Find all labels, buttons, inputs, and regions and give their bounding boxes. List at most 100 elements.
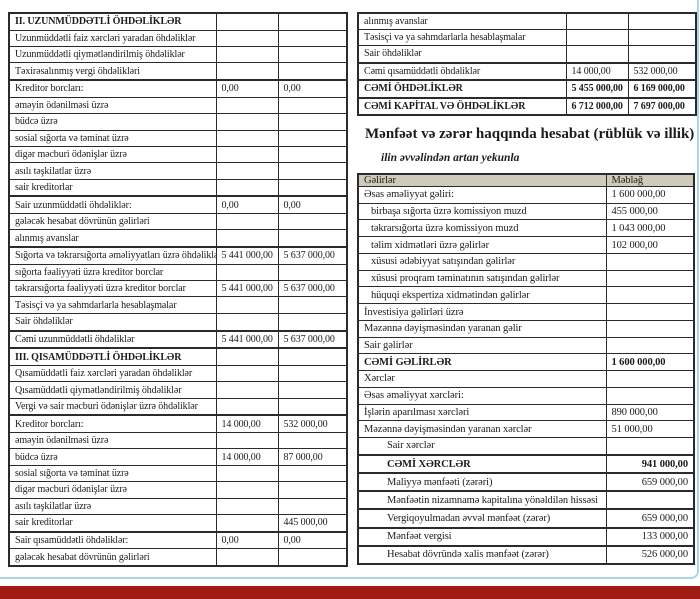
row-label: Kreditor borcları:	[8, 414, 217, 433]
value-period-start	[215, 381, 279, 399]
row-amount: 941 000,00	[605, 453, 695, 474]
row-label: Sair öhdəliklər	[357, 45, 567, 64]
value-period-start: 0,00	[215, 79, 279, 98]
row-amount: 455 000,00	[605, 202, 695, 221]
row-label: sair kreditorlar	[8, 178, 217, 197]
row-label: alınmış avanslar	[357, 12, 567, 31]
row-label: Təxirəsalınmış vergi öhdəlikləri	[8, 62, 217, 81]
row-label: sığorta fəaliyyəti üzrə kreditor borclar	[8, 263, 217, 282]
row-label: Kreditor borcları:	[8, 79, 217, 98]
value-period-end: 0,00	[277, 195, 348, 215]
value-period-start	[215, 296, 279, 314]
table-row: Sığorta və təkrarsığorta əməliyyatları ü…	[8, 246, 348, 265]
row-label: Təsisçi və ya səhmdarlarla hesablaşmalar	[8, 296, 217, 314]
table-row: Kreditor borcları: 0,00 0,00	[8, 79, 348, 98]
value-period-start: 5 441 000,00	[215, 280, 279, 298]
table-row: digər məcburi ödənişlər üzrə	[8, 481, 348, 499]
value-period-end	[277, 263, 348, 282]
value-period-start	[215, 263, 279, 282]
row-label: Xərclər	[357, 370, 607, 388]
row-label: CƏMİ GƏLİRLƏR	[357, 353, 607, 372]
table-row: Məzənnə dəyişməsindən yaranan gəlir	[357, 319, 695, 338]
table-row: Mənfəətin nizamnamə kapitalına yönəldilə…	[357, 490, 695, 510]
row-label: Qısamüddətli faiz xərcləri yaradan öhdəl…	[8, 364, 217, 383]
value-period-start	[565, 29, 629, 47]
row-label: təkrarsığorta fəaliyyəti üzrə kreditor b…	[8, 280, 217, 298]
table-row: Məzənnə dəyişməsindən yaranan xərclər 51 …	[357, 420, 695, 439]
row-label: Sair gəlirlər	[357, 336, 607, 355]
table-row: hüquqi ekspertiza xidmətindən gəlirlər	[357, 286, 695, 305]
row-label: digər məcburi ödənişlər üzrə	[8, 145, 217, 164]
row-label: alınmış avanslar	[8, 229, 217, 248]
value-period-end: 532 000,00	[277, 414, 348, 433]
table-row: Təsisçi və ya səhmdarlarla hesablaşmalar	[8, 296, 348, 314]
value-period-end: 0,00	[277, 530, 348, 550]
row-label: Məzənnə dəyişməsindən yaranan xərclər	[357, 420, 607, 439]
liabilities-totals-table: alınmış avanslar Təsisçi və ya səhmdarlar…	[357, 12, 697, 116]
row-label: Qısamüddətli qiymətləndirilmiş öhdəliklə…	[8, 381, 217, 399]
row-label: Hesabat dövründə xalis mənfəət (zərər)	[357, 544, 607, 565]
row-amount: 51 000,00	[605, 420, 695, 439]
footer-accent-bar	[0, 586, 700, 599]
value-period-start	[215, 229, 279, 248]
table-row: asılı təşkilatlar üzrə	[8, 162, 348, 180]
table-row: əməyin ödənilməsi üzrə	[8, 96, 348, 115]
row-label: gələcək hesabat dövrünün gəlirləri	[8, 212, 217, 231]
value-period-end	[277, 431, 348, 450]
row-label: CƏMİ XƏRCLƏR	[357, 453, 607, 474]
value-period-start	[215, 178, 279, 197]
value-period-end: 0,00	[277, 79, 348, 98]
value-period-end	[277, 129, 348, 147]
table-row: Sair qısamüddətli öhdəliklər: 0,00 0,00	[8, 530, 348, 550]
table-row: xüsusi proqram təminatının satışından gə…	[357, 269, 695, 288]
row-amount: 890 000,00	[605, 403, 695, 422]
value-period-end	[277, 548, 348, 567]
value-period-end	[277, 229, 348, 248]
table-row: CƏMİ ÖHDƏLİKLƏR 5 455 000,00 6 169 000,00	[357, 79, 697, 99]
row-label: İşlərin aparılması xərcləri	[357, 403, 607, 422]
table-row: İnvestisiya gəlirləri üzrə	[357, 303, 695, 321]
table-row: sair kreditorlar 445 000,00	[8, 514, 348, 533]
value-period-end: 5 637 000,00	[277, 246, 348, 265]
value-period-start	[565, 45, 629, 64]
value-period-start	[215, 481, 279, 499]
value-period-start	[215, 347, 279, 366]
row-amount: 1 043 000,00	[605, 219, 695, 238]
value-period-start: 5 441 000,00	[215, 246, 279, 265]
value-period-start	[215, 212, 279, 231]
row-label: III. QISAMÜDDƏTLİ ÖHDƏLİKLƏR	[8, 347, 217, 366]
value-period-end: 5 637 000,00	[277, 280, 348, 298]
row-label: Sair uzunmüddətli öhdəliklər:	[8, 195, 217, 215]
value-period-start: 0,00	[215, 530, 279, 550]
value-period-end	[277, 29, 348, 48]
table-row: CƏMİ GƏLİRLƏR 1 600 000,00	[357, 353, 695, 372]
value-period-end: 5 637 000,00	[277, 329, 348, 349]
table-row: Hesabat dövründə xalis mənfəət (zərər) 52…	[357, 544, 695, 565]
table-row: büdcə üzrə 14 000,00 87 000,00	[8, 448, 348, 466]
row-amount	[605, 286, 695, 305]
header-row: Gəlirlər Məbləğ	[357, 173, 695, 187]
amount-column-header: Məbləğ	[605, 173, 695, 187]
table-row: Xərclər	[357, 370, 695, 388]
row-label: Əsas əməliyyat xərcləri:	[357, 386, 607, 405]
table-row: Əsas əməliyyat gəliri: 1 600 000,00	[357, 186, 695, 204]
table-row: Təsisçi və ya səhmdarlarla hesablaşmalar	[357, 29, 697, 47]
row-label: Cəmi uzunmüddətli öhdəliklər	[8, 329, 217, 349]
row-label: xüsusi proqram təminatının satışından gə…	[357, 269, 607, 288]
value-period-start: 14 000,00	[215, 414, 279, 433]
value-period-end	[277, 347, 348, 366]
table-row: xüsusi ədəbiyyat satışından gəlirlər	[357, 252, 695, 271]
row-label: asılı təşkilatlar üzrə	[8, 497, 217, 516]
row-label: II. UZUNMÜDDƏTLİ ÖHDƏLİKLƏR	[8, 12, 217, 31]
table-row: Sair gəlirlər	[357, 336, 695, 355]
row-amount	[605, 252, 695, 271]
value-period-end	[277, 62, 348, 81]
row-amount	[605, 319, 695, 338]
table-row: Mənfəət vergisi 133 000,00	[357, 526, 695, 547]
row-label: Uzunmüddətli qiymətləndirilmiş öhdəliklə…	[8, 46, 217, 64]
value-period-start	[215, 62, 279, 81]
table-row: CƏMİ KAPİTAL VƏ ÖHDƏLİKLƏR 6 712 000,00 7 …	[357, 96, 697, 116]
row-amount: 102 000,00	[605, 236, 695, 254]
value-period-start	[215, 548, 279, 567]
value-period-end	[627, 45, 697, 64]
